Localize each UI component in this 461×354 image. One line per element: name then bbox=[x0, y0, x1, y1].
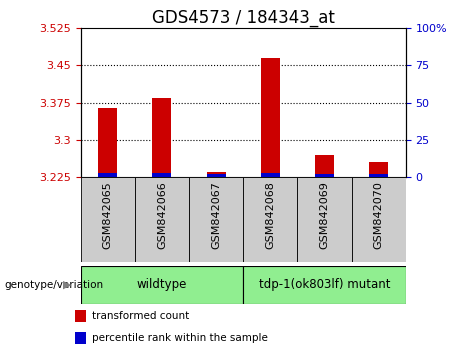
Bar bbox=[261, 173, 280, 177]
Bar bbox=[81, 266, 243, 304]
Bar bbox=[135, 177, 189, 262]
Bar bbox=[369, 162, 388, 177]
Bar bbox=[98, 108, 117, 177]
Text: ▶: ▶ bbox=[63, 280, 71, 290]
Bar bbox=[189, 177, 243, 262]
Text: wildtype: wildtype bbox=[137, 279, 187, 291]
Bar bbox=[315, 155, 334, 177]
Bar bbox=[261, 58, 280, 177]
Text: genotype/variation: genotype/variation bbox=[5, 280, 104, 290]
Bar bbox=[98, 173, 117, 177]
Text: transformed count: transformed count bbox=[91, 310, 189, 321]
Text: GSM842065: GSM842065 bbox=[103, 181, 113, 249]
Bar bbox=[153, 98, 171, 177]
Bar bbox=[207, 174, 225, 177]
Bar bbox=[243, 266, 406, 304]
Text: percentile rank within the sample: percentile rank within the sample bbox=[91, 333, 267, 343]
Bar bbox=[315, 174, 334, 177]
Bar bbox=[352, 177, 406, 262]
Bar bbox=[75, 310, 87, 321]
Text: GSM842067: GSM842067 bbox=[211, 181, 221, 249]
Bar bbox=[75, 332, 87, 344]
Text: GSM842066: GSM842066 bbox=[157, 181, 167, 249]
Bar bbox=[153, 173, 171, 177]
Title: GDS4573 / 184343_at: GDS4573 / 184343_at bbox=[152, 9, 335, 27]
Bar bbox=[207, 172, 225, 177]
Bar bbox=[369, 174, 388, 177]
Text: GSM842068: GSM842068 bbox=[265, 181, 275, 249]
Bar bbox=[297, 177, 352, 262]
Text: tdp-1(ok803lf) mutant: tdp-1(ok803lf) mutant bbox=[259, 279, 390, 291]
Text: GSM842070: GSM842070 bbox=[373, 181, 384, 249]
Bar bbox=[243, 177, 297, 262]
Text: GSM842069: GSM842069 bbox=[319, 181, 330, 249]
Bar bbox=[81, 177, 135, 262]
